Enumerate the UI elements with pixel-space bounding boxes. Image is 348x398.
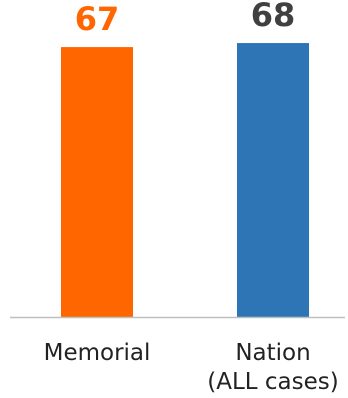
category-labels-group: Memorial Nation (ALL cases) <box>44 340 339 395</box>
value-labels-group: 67 68 <box>75 0 296 38</box>
value-label-0: 67 <box>75 0 120 38</box>
bar-1 <box>237 43 309 318</box>
value-label-1: 68 <box>251 0 296 34</box>
category-label-0: Memorial <box>44 340 151 366</box>
bars-group <box>61 43 309 318</box>
category-label-1-line2: (ALL cases) <box>207 369 338 395</box>
category-label-1: Nation <box>235 340 310 366</box>
bar-0 <box>61 47 133 317</box>
